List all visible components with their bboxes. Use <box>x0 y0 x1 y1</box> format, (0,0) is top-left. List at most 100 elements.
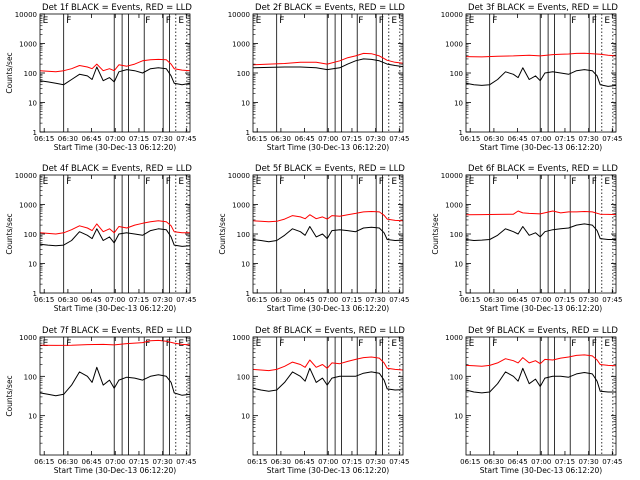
x-tick-label: 06:15 <box>460 458 480 466</box>
events-series-line <box>465 367 616 394</box>
plot-frame <box>252 174 404 294</box>
chart-title: Det 7f BLACK = Events, RED = LLD <box>42 326 192 336</box>
event-marker-label: F <box>66 339 71 349</box>
chart-title: Det 5f BLACK = Events, RED = LLD <box>255 164 405 174</box>
x-tick-label: 07:15 <box>555 296 575 304</box>
x-tick-label: 06:45 <box>507 135 527 143</box>
x-tick-label: 06:30 <box>271 296 291 304</box>
x-tick-label: 06:15 <box>34 296 54 304</box>
event-marker-label: E <box>469 339 475 349</box>
event-marker-label: F <box>145 339 150 349</box>
chart-title: Det 1f BLACK = Events, RED = LLD <box>42 3 192 13</box>
x-axis-label: Start Time (30-Dec-13 06:12:20) <box>480 466 602 475</box>
event-marker-label: F <box>145 16 150 26</box>
x-tick-label: 07:30 <box>153 296 173 304</box>
lld-series-line <box>465 354 617 367</box>
event-marker-label: F <box>492 339 497 349</box>
plot-frame <box>252 336 404 456</box>
plot-frame <box>465 174 617 294</box>
event-marker-label: F <box>358 339 363 349</box>
events-series-line <box>252 367 404 392</box>
x-tick-label: 06:45 <box>507 296 527 304</box>
y-tick-label: 10000 <box>15 11 37 19</box>
plot-frame <box>39 336 191 456</box>
y-tick-label: 10 <box>241 413 250 421</box>
x-tick-label: 06:45 <box>81 458 101 466</box>
x-tick-label: 07:00 <box>318 296 338 304</box>
event-marker-label: E <box>256 16 262 26</box>
x-tick-label: 06:45 <box>294 458 314 466</box>
lld-series-line <box>465 52 617 58</box>
event-marker-label: F <box>571 177 576 187</box>
x-tick-label: 07:15 <box>342 296 362 304</box>
event-marker-label: E <box>178 16 184 26</box>
events-series-line <box>39 366 191 397</box>
y-tick-label: 10 <box>241 100 250 108</box>
x-tick-label: 07:30 <box>579 135 599 143</box>
x-tick-label: 07:15 <box>342 135 362 143</box>
chart-title: Det 6f BLACK = Events, RED = LLD <box>468 164 618 174</box>
event-marker-label: E <box>43 177 49 187</box>
event-marker-label: E <box>43 16 49 26</box>
x-tick-label: 07:00 <box>531 296 551 304</box>
events-series-line <box>39 228 191 247</box>
x-tick-label: 07:45 <box>602 296 622 304</box>
event-marker-label: E <box>178 177 184 187</box>
event-marker-label: F <box>379 16 384 26</box>
y-tick-label: 10 <box>241 261 250 269</box>
y-tick-label: 10000 <box>441 11 463 19</box>
event-marker-label: E <box>391 177 397 187</box>
event-marker-label: E <box>256 177 262 187</box>
y-tick-label: 10 <box>28 100 37 108</box>
y-tick-label: 10 <box>454 261 463 269</box>
event-marker-label: F <box>358 177 363 187</box>
plot-frame <box>39 13 191 133</box>
y-tick-label: 1000 <box>232 202 250 210</box>
x-tick-label: 07:00 <box>105 296 125 304</box>
y-tick-label: 1000 <box>232 41 250 49</box>
x-tick-label: 06:15 <box>34 135 54 143</box>
x-tick-label: 07:45 <box>389 135 409 143</box>
x-axis-label: Start Time (30-Dec-13 06:12:20) <box>267 143 389 152</box>
x-tick-label: 06:15 <box>247 135 267 143</box>
y-tick-label: 10000 <box>228 11 250 19</box>
plot-frame <box>465 336 617 456</box>
x-tick-label: 07:00 <box>318 135 338 143</box>
y-axis-label: Counts/sec <box>5 52 14 93</box>
y-tick-label: 100 <box>24 231 37 239</box>
x-tick-label: 07:15 <box>555 458 575 466</box>
x-tick-label: 07:45 <box>176 296 196 304</box>
y-tick-label: 10000 <box>441 172 463 180</box>
y-tick-label: 1000 <box>232 334 250 342</box>
event-marker-label: F <box>571 339 576 349</box>
y-tick-label: 1000 <box>445 334 463 342</box>
event-marker-label: F <box>379 339 384 349</box>
y-tick-label: 10 <box>454 100 463 108</box>
x-tick-label: 07:45 <box>389 296 409 304</box>
chart-title: Det 2f BLACK = Events, RED = LLD <box>255 3 405 13</box>
lld-series-line <box>39 58 191 73</box>
event-marker-label: F <box>592 177 597 187</box>
x-tick-label: 06:15 <box>460 135 480 143</box>
event-marker-label: E <box>391 16 397 26</box>
x-tick-label: 06:15 <box>460 296 480 304</box>
y-tick-label: 100 <box>450 70 463 78</box>
x-tick-label: 07:00 <box>531 458 551 466</box>
event-marker-label: F <box>279 339 284 349</box>
x-tick-label: 06:30 <box>58 135 78 143</box>
event-marker-label: F <box>492 177 497 187</box>
lld-series-line <box>465 210 617 216</box>
event-marker-label: F <box>166 16 171 26</box>
y-tick-label: 10 <box>454 413 463 421</box>
x-tick-label: 07:45 <box>602 135 622 143</box>
event-marker-label: E <box>469 16 475 26</box>
x-tick-label: 07:45 <box>389 458 409 466</box>
x-tick-label: 07:15 <box>342 458 362 466</box>
event-marker-label: F <box>279 177 284 187</box>
lld-series-line <box>252 211 404 223</box>
plot-frame <box>252 13 404 133</box>
